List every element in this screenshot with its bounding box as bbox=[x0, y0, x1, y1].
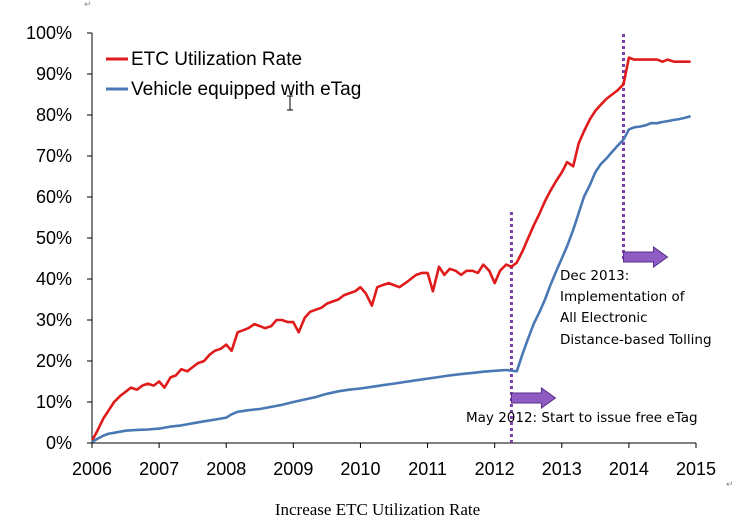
x-tick-label: 2014 bbox=[609, 459, 649, 479]
event-label-2013-line-4: Distance-based Tolling bbox=[560, 332, 712, 348]
text-cursor-icon bbox=[287, 95, 293, 111]
x-tick-label: 2012 bbox=[475, 459, 515, 479]
y-tick-label: 100% bbox=[26, 23, 72, 43]
paragraph-mark-icon: ↵ bbox=[84, 0, 92, 10]
y-tick-label: 20% bbox=[36, 351, 72, 371]
x-tick-label: 2007 bbox=[139, 459, 179, 479]
x-tick-label: 2015 bbox=[676, 459, 716, 479]
chart-caption: Increase ETC Utilization Rate bbox=[274, 500, 481, 519]
y-tick-label: 0% bbox=[46, 433, 72, 453]
series-line-etag-vehicles bbox=[91, 114, 691, 443]
event-annotations: May 2012: Start to issue free eTag Dec 2… bbox=[466, 268, 712, 426]
legend-label-etc: ETC Utilization Rate bbox=[131, 49, 302, 70]
event-label-2013-line-1: Dec 2013: bbox=[560, 268, 629, 284]
event-label-2013-line-3: All Electronic bbox=[560, 310, 648, 326]
x-tick-label: 2013 bbox=[542, 459, 582, 479]
y-tick-label: 40% bbox=[36, 269, 72, 289]
x-tick-label: 2010 bbox=[340, 459, 380, 479]
event-arrow-2012-icon bbox=[510, 387, 557, 409]
y-tick-label: 60% bbox=[36, 187, 72, 207]
legend-label-etag: Vehicle equipped with eTag bbox=[131, 79, 361, 100]
y-tick-label: 80% bbox=[36, 105, 72, 125]
y-tick-label: 30% bbox=[36, 310, 72, 330]
event-markers bbox=[509, 34, 669, 443]
x-tick-label: 2008 bbox=[206, 459, 246, 479]
x-tick-label: 2011 bbox=[408, 459, 447, 479]
event-arrow-2013-icon bbox=[623, 246, 669, 268]
x-tick-label: 2006 bbox=[72, 459, 112, 479]
y-tick-label: 50% bbox=[36, 228, 72, 248]
chart-tick-labels: 0% 10% 20% 30% 40% 50% 60% 70% 80% 90% 100% 2006 200… bbox=[26, 23, 716, 479]
y-tick-label: 70% bbox=[36, 146, 72, 166]
x-tick-label: 2009 bbox=[273, 459, 313, 479]
paragraph-mark-icon: ↵ bbox=[726, 480, 734, 490]
chart-legend: ETC Utilization Rate Vehicle equipped wi… bbox=[106, 49, 361, 100]
y-tick-label: 10% bbox=[36, 392, 72, 412]
chart-series bbox=[90, 56, 691, 443]
event-label-2012: May 2012: Start to issue free eTag bbox=[466, 410, 698, 426]
event-label-2013-line-2: Implementation of bbox=[560, 289, 686, 305]
y-tick-label: 90% bbox=[36, 64, 72, 84]
series-line-etc-utilization bbox=[90, 56, 691, 442]
